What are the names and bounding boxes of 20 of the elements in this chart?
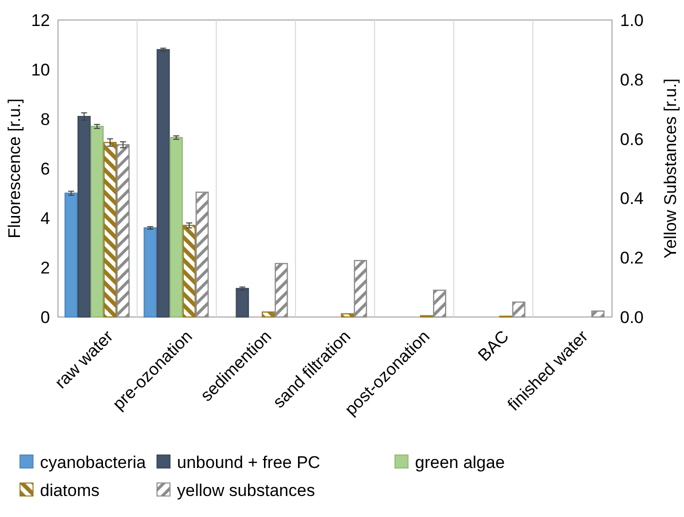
y-tick-label: 12: [31, 10, 50, 30]
y-tick-label: 6: [40, 159, 50, 178]
y-axis-title: Fluorescence [r.u.]: [5, 98, 24, 238]
y2-tick-label: 0.0: [620, 308, 644, 327]
y2-tick-label: 0.4: [620, 189, 644, 208]
legend-label: yellow substances: [177, 480, 315, 500]
y2-tick-label: 0.2: [620, 248, 644, 268]
y2-tick-label: 0.8: [620, 70, 644, 90]
y-tick-label: 4: [40, 208, 50, 228]
legend-label: diatoms: [40, 480, 100, 500]
y-tick-label: 0: [40, 308, 50, 327]
y2-tick-label: 1.0: [620, 10, 644, 30]
y-tick-label: 8: [40, 110, 50, 129]
y-tick-label: 10: [31, 60, 50, 80]
legend-label: unbound + free PC: [177, 452, 320, 472]
legend-label: cyanobacteria: [40, 452, 146, 472]
y2-tick-label: 0.6: [620, 130, 644, 149]
y2-axis-title: Yellow Substances [r.u.]: [661, 78, 680, 258]
legend-label: green algae: [415, 452, 505, 472]
y-tick-label: 2: [40, 258, 50, 278]
